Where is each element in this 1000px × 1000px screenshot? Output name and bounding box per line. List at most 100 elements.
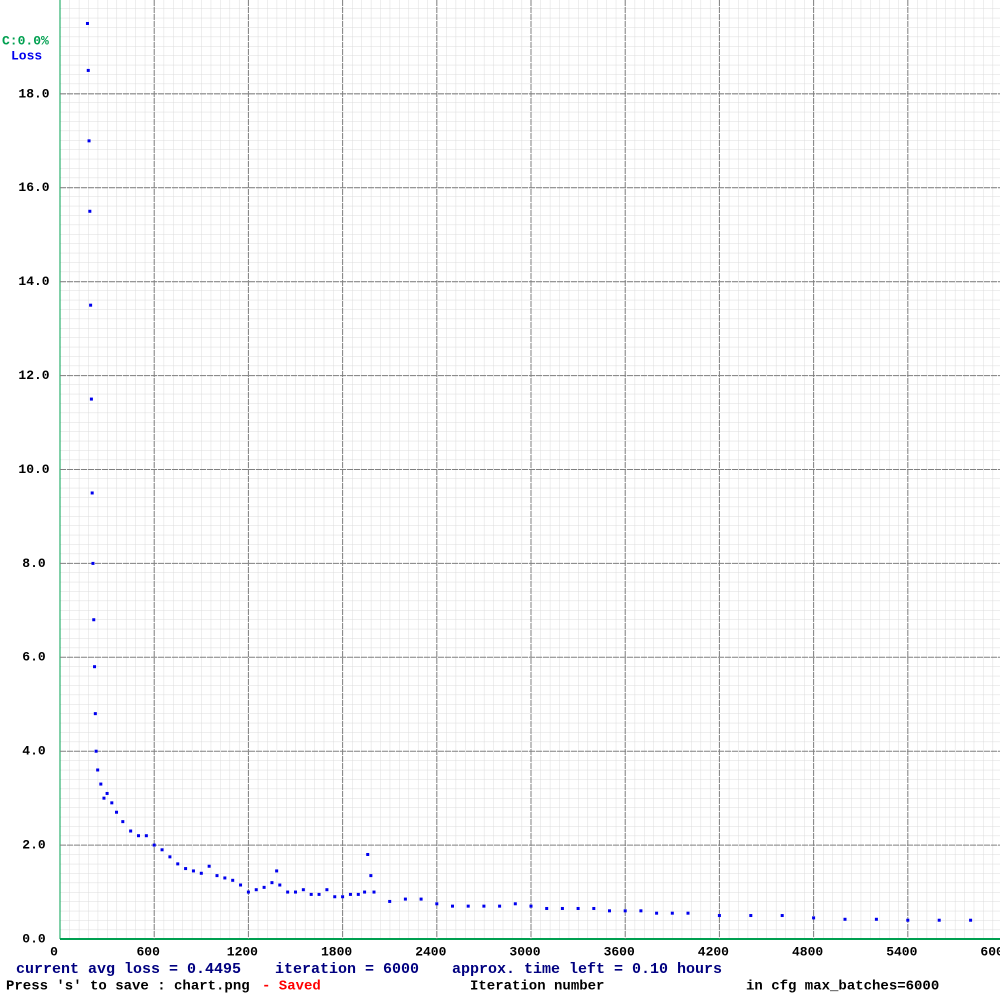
y-tick-label: 4.0 <box>22 744 46 759</box>
loss-point <box>176 862 180 866</box>
x-tick-label: 4200 <box>698 944 729 959</box>
loss-point <box>686 911 690 915</box>
loss-point <box>168 855 172 859</box>
loss-point <box>254 888 258 892</box>
loss-point <box>239 883 243 887</box>
x-tick-label: 6000 <box>980 944 1000 959</box>
loss-point <box>115 810 119 814</box>
loss-point <box>498 904 502 908</box>
loss-point <box>341 895 345 899</box>
y-tick-label: 10.0 <box>18 462 49 477</box>
loss-point <box>325 888 329 892</box>
loss-point <box>545 906 549 910</box>
y-tick-label: 0.0 <box>22 931 46 946</box>
x-tick-label: 4800 <box>792 944 823 959</box>
loss-point <box>969 918 973 922</box>
loss-point <box>144 834 148 838</box>
loss-point <box>152 843 156 847</box>
status-loss: current avg loss = 0.4495 <box>16 961 241 978</box>
save-hint: Press 's' to save : chart.png <box>6 979 250 995</box>
loss-point <box>91 561 95 565</box>
loss-point <box>94 749 98 753</box>
loss-point <box>843 917 847 921</box>
x-tick-label: 3600 <box>604 944 635 959</box>
loss-point <box>435 902 439 906</box>
max-batches-note: in cfg max_batches=6000 <box>746 979 939 995</box>
loss-point <box>717 914 721 918</box>
loss-point <box>372 890 376 894</box>
loss-point <box>215 874 219 878</box>
status-iteration: iteration = 6000 <box>275 961 419 978</box>
loss-point <box>655 911 659 915</box>
x-tick-label: 1800 <box>321 944 352 959</box>
loss-point <box>419 897 423 901</box>
loss-point <box>513 902 517 906</box>
loss-point <box>608 909 611 913</box>
loss-point <box>270 881 274 885</box>
loss-point <box>85 21 89 25</box>
loss-point <box>121 820 125 824</box>
loss-point <box>223 876 227 880</box>
loss-point <box>275 869 279 873</box>
loss-point <box>184 867 188 871</box>
loss-point <box>137 834 140 838</box>
loss-point <box>129 829 133 833</box>
loss-point <box>363 890 367 894</box>
y-tick-label: 2.0 <box>22 838 46 853</box>
loss-point <box>780 914 784 918</box>
loss-point <box>906 918 910 922</box>
loss-point <box>451 904 454 908</box>
loss-point <box>105 791 109 795</box>
loss-point <box>160 848 164 852</box>
loss-point <box>639 909 643 913</box>
loss-point <box>366 852 370 856</box>
loss-point <box>207 864 211 868</box>
loss-point <box>466 904 470 908</box>
x-tick-label: 1200 <box>227 944 258 959</box>
loss-point <box>92 618 96 622</box>
loss-point <box>333 895 337 899</box>
x-tick-label: 600 <box>136 944 160 959</box>
x-tick-label: 3000 <box>509 944 540 959</box>
loss-point <box>874 917 878 921</box>
loss-point <box>623 909 627 913</box>
loss-point <box>231 878 235 882</box>
loss-point <box>88 209 92 213</box>
accuracy-label: C:0.0% <box>2 33 49 48</box>
loss-point <box>87 139 91 143</box>
loss-point <box>86 68 90 72</box>
loss-point <box>482 904 486 908</box>
grid <box>60 0 1000 939</box>
points <box>85 21 973 922</box>
loss-point <box>93 712 97 716</box>
loss-point <box>937 918 941 922</box>
loss-point <box>812 916 816 920</box>
loss-point <box>89 303 93 307</box>
loss-point <box>99 782 103 786</box>
save-state: - Saved <box>262 979 321 995</box>
loss-point <box>309 892 313 896</box>
y-tick-label: 12.0 <box>18 368 49 383</box>
loss-point <box>670 911 674 915</box>
loss-point <box>576 906 580 910</box>
y-axis-title: Loss <box>11 48 42 63</box>
x-tick-label: 5400 <box>886 944 917 959</box>
x-tick-label: 2400 <box>415 944 446 959</box>
loss-point <box>560 906 564 910</box>
y-tick-label: 6.0 <box>22 650 46 665</box>
loss-point <box>286 890 290 894</box>
loss-point <box>246 890 250 894</box>
loss-point <box>592 906 596 910</box>
loss-point <box>529 904 533 908</box>
loss-point <box>93 665 97 669</box>
loss-point <box>369 874 373 878</box>
loss-point <box>262 885 266 889</box>
loss-point <box>96 768 100 772</box>
loss-point <box>102 796 106 800</box>
y-tick-label: 14.0 <box>18 274 49 289</box>
loss-point <box>199 871 203 875</box>
y-tick-label: 18.0 <box>18 86 49 101</box>
loss-point <box>317 892 321 896</box>
loss-point <box>90 491 94 495</box>
